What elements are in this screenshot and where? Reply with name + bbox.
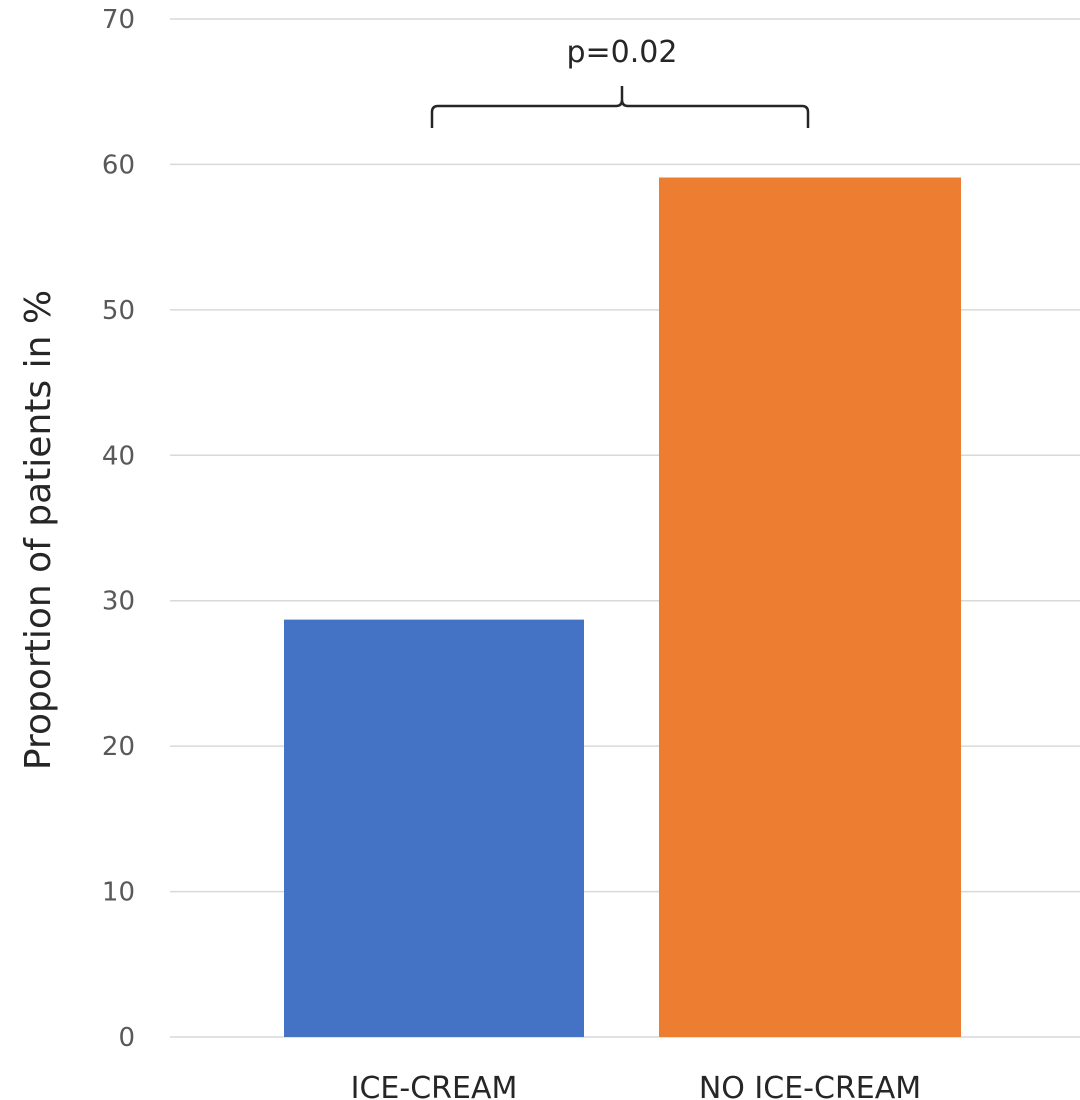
- y-tick-label-20: 20: [102, 732, 135, 762]
- x-category-label-1: ICE-CREAM: [351, 1071, 518, 1100]
- bars: [284, 177, 961, 1037]
- y-axis-label: Proportion of patients in %: [18, 290, 59, 770]
- y-axis-ticks: 0 10 20 30 40 50 60 70: [102, 5, 135, 1053]
- x-category-label-2: NO ICE-CREAM: [699, 1071, 921, 1100]
- y-tick-label-60: 60: [102, 150, 135, 180]
- bar-ice-cream: [284, 619, 584, 1037]
- p-value-annotation: p=0.02: [567, 35, 678, 70]
- x-axis-categories: ICE-CREAM NO ICE-CREAM: [351, 1071, 922, 1100]
- bar-no-ice-cream: [659, 177, 961, 1037]
- y-tick-label-30: 30: [102, 587, 135, 617]
- y-tick-label-0: 0: [118, 1023, 135, 1053]
- y-tick-label-70: 70: [102, 5, 135, 35]
- significance-bracket: [430, 86, 810, 128]
- y-tick-label-10: 10: [102, 878, 135, 908]
- y-tick-label-50: 50: [102, 296, 135, 326]
- y-tick-label-40: 40: [102, 441, 135, 471]
